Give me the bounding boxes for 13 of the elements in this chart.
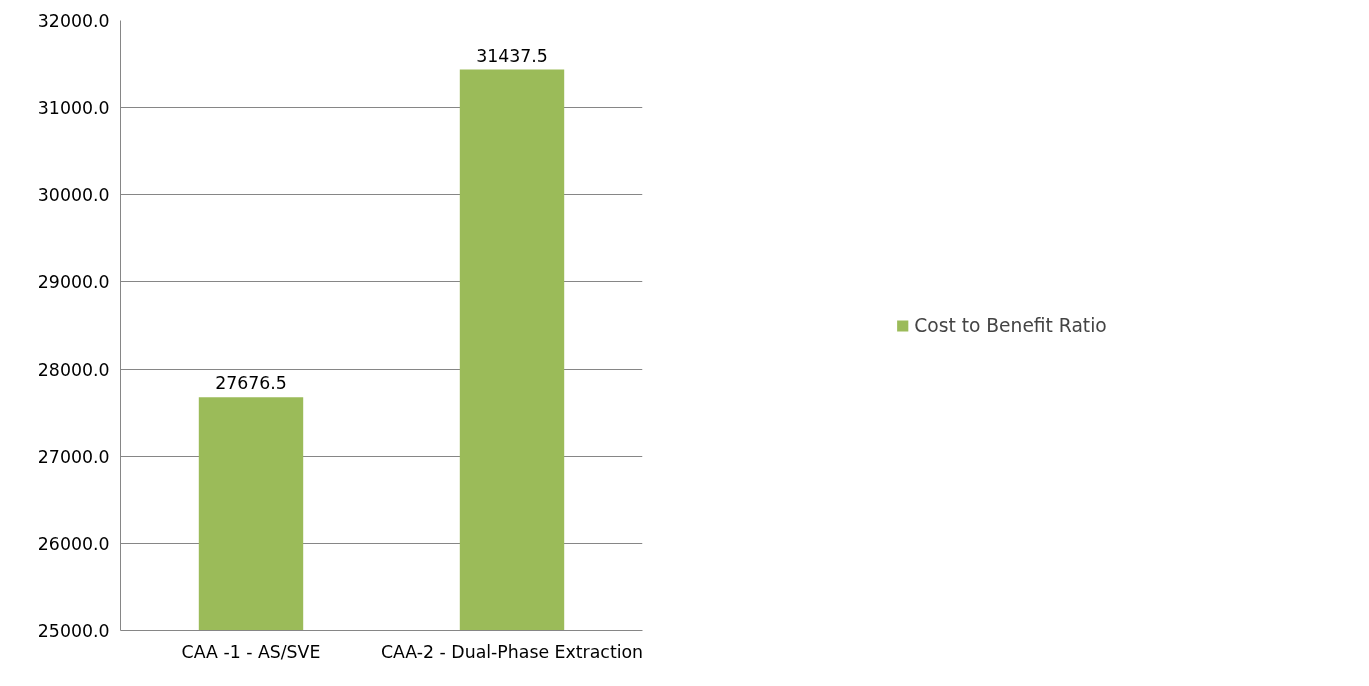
x-tick-label: CAA -1 - AS/SVE	[181, 641, 321, 662]
y-tick-label: 28000.0	[37, 359, 110, 380]
y-tick-label: 32000.0	[37, 11, 110, 31]
y-tick-label: 29000.0	[37, 272, 110, 293]
data-label: 27676.5	[215, 373, 287, 394]
x-tick-label: CAA-2 - Dual-Phase Extraction	[380, 641, 644, 662]
y-tick-label: 26000.0	[37, 533, 110, 554]
y-tick-label: 30000.0	[37, 185, 110, 206]
y-tick-label: 25000.0	[37, 621, 110, 641]
y-tick-label: 31000.0	[37, 98, 110, 119]
data-label: 31437.5	[476, 45, 548, 66]
legend-label: Cost to Benefit Ratio	[914, 314, 1107, 336]
y-tick-label: 27000.0	[37, 446, 110, 467]
